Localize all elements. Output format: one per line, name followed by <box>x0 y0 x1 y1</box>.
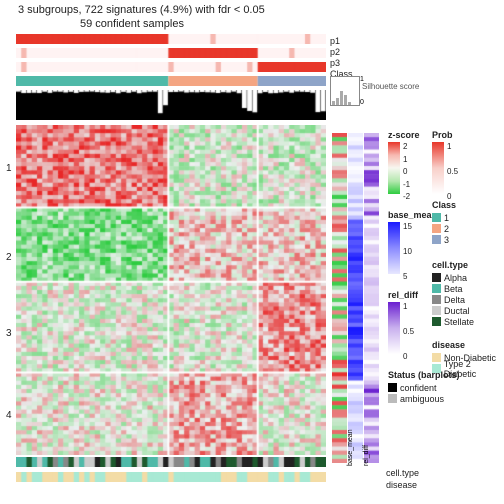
legend: base_mean15105 <box>388 210 437 275</box>
row-group-label: 1 <box>6 163 12 174</box>
celltype-row <box>16 457 326 467</box>
plot-title: 3 subgroups, 722 signatures (4.9%) with … <box>18 4 265 16</box>
side-tracks <box>332 133 380 463</box>
silhouette-hist <box>330 76 360 106</box>
bottom-label-celltype: cell.type <box>386 468 419 478</box>
silhouette-row <box>16 90 326 120</box>
p1-row <box>16 34 326 44</box>
side-label-reldiff: rel_diff <box>363 445 370 466</box>
plot-subtitle: 59 confident samples <box>80 18 184 30</box>
sil-tick: 1 <box>360 76 364 83</box>
legend: Class123 <box>432 200 456 245</box>
p2-row <box>16 48 326 58</box>
main-panel: 1234 <box>16 34 326 474</box>
p3-row <box>16 62 326 72</box>
legend: rel_diff10.50 <box>388 290 418 355</box>
side-label-basemean: base_mean <box>347 429 354 466</box>
disease-row <box>16 472 326 482</box>
bottom-label-disease: disease <box>386 480 417 490</box>
legend: Prob10.50 <box>432 130 453 195</box>
row-group-label: 2 <box>6 252 12 263</box>
class-row <box>16 76 326 86</box>
silhouette-label: Silhouette score <box>362 82 419 91</box>
ann-label-p2: p2 <box>330 47 340 57</box>
legend: z-score210-1-2 <box>388 130 420 195</box>
ann-label-p1: p1 <box>330 36 340 46</box>
row-group-label: 3 <box>6 328 12 339</box>
sil-tick: 0 <box>360 99 364 106</box>
legend: cell.typeAlphaBetaDeltaDuctalStellate <box>432 260 474 327</box>
legend: diseaseNon-DiabeticType 2 Diabetic <box>432 340 504 374</box>
row-group-label: 4 <box>6 410 12 421</box>
heatmap: 1234 <box>16 125 326 455</box>
ann-label-p3: p3 <box>330 58 340 68</box>
